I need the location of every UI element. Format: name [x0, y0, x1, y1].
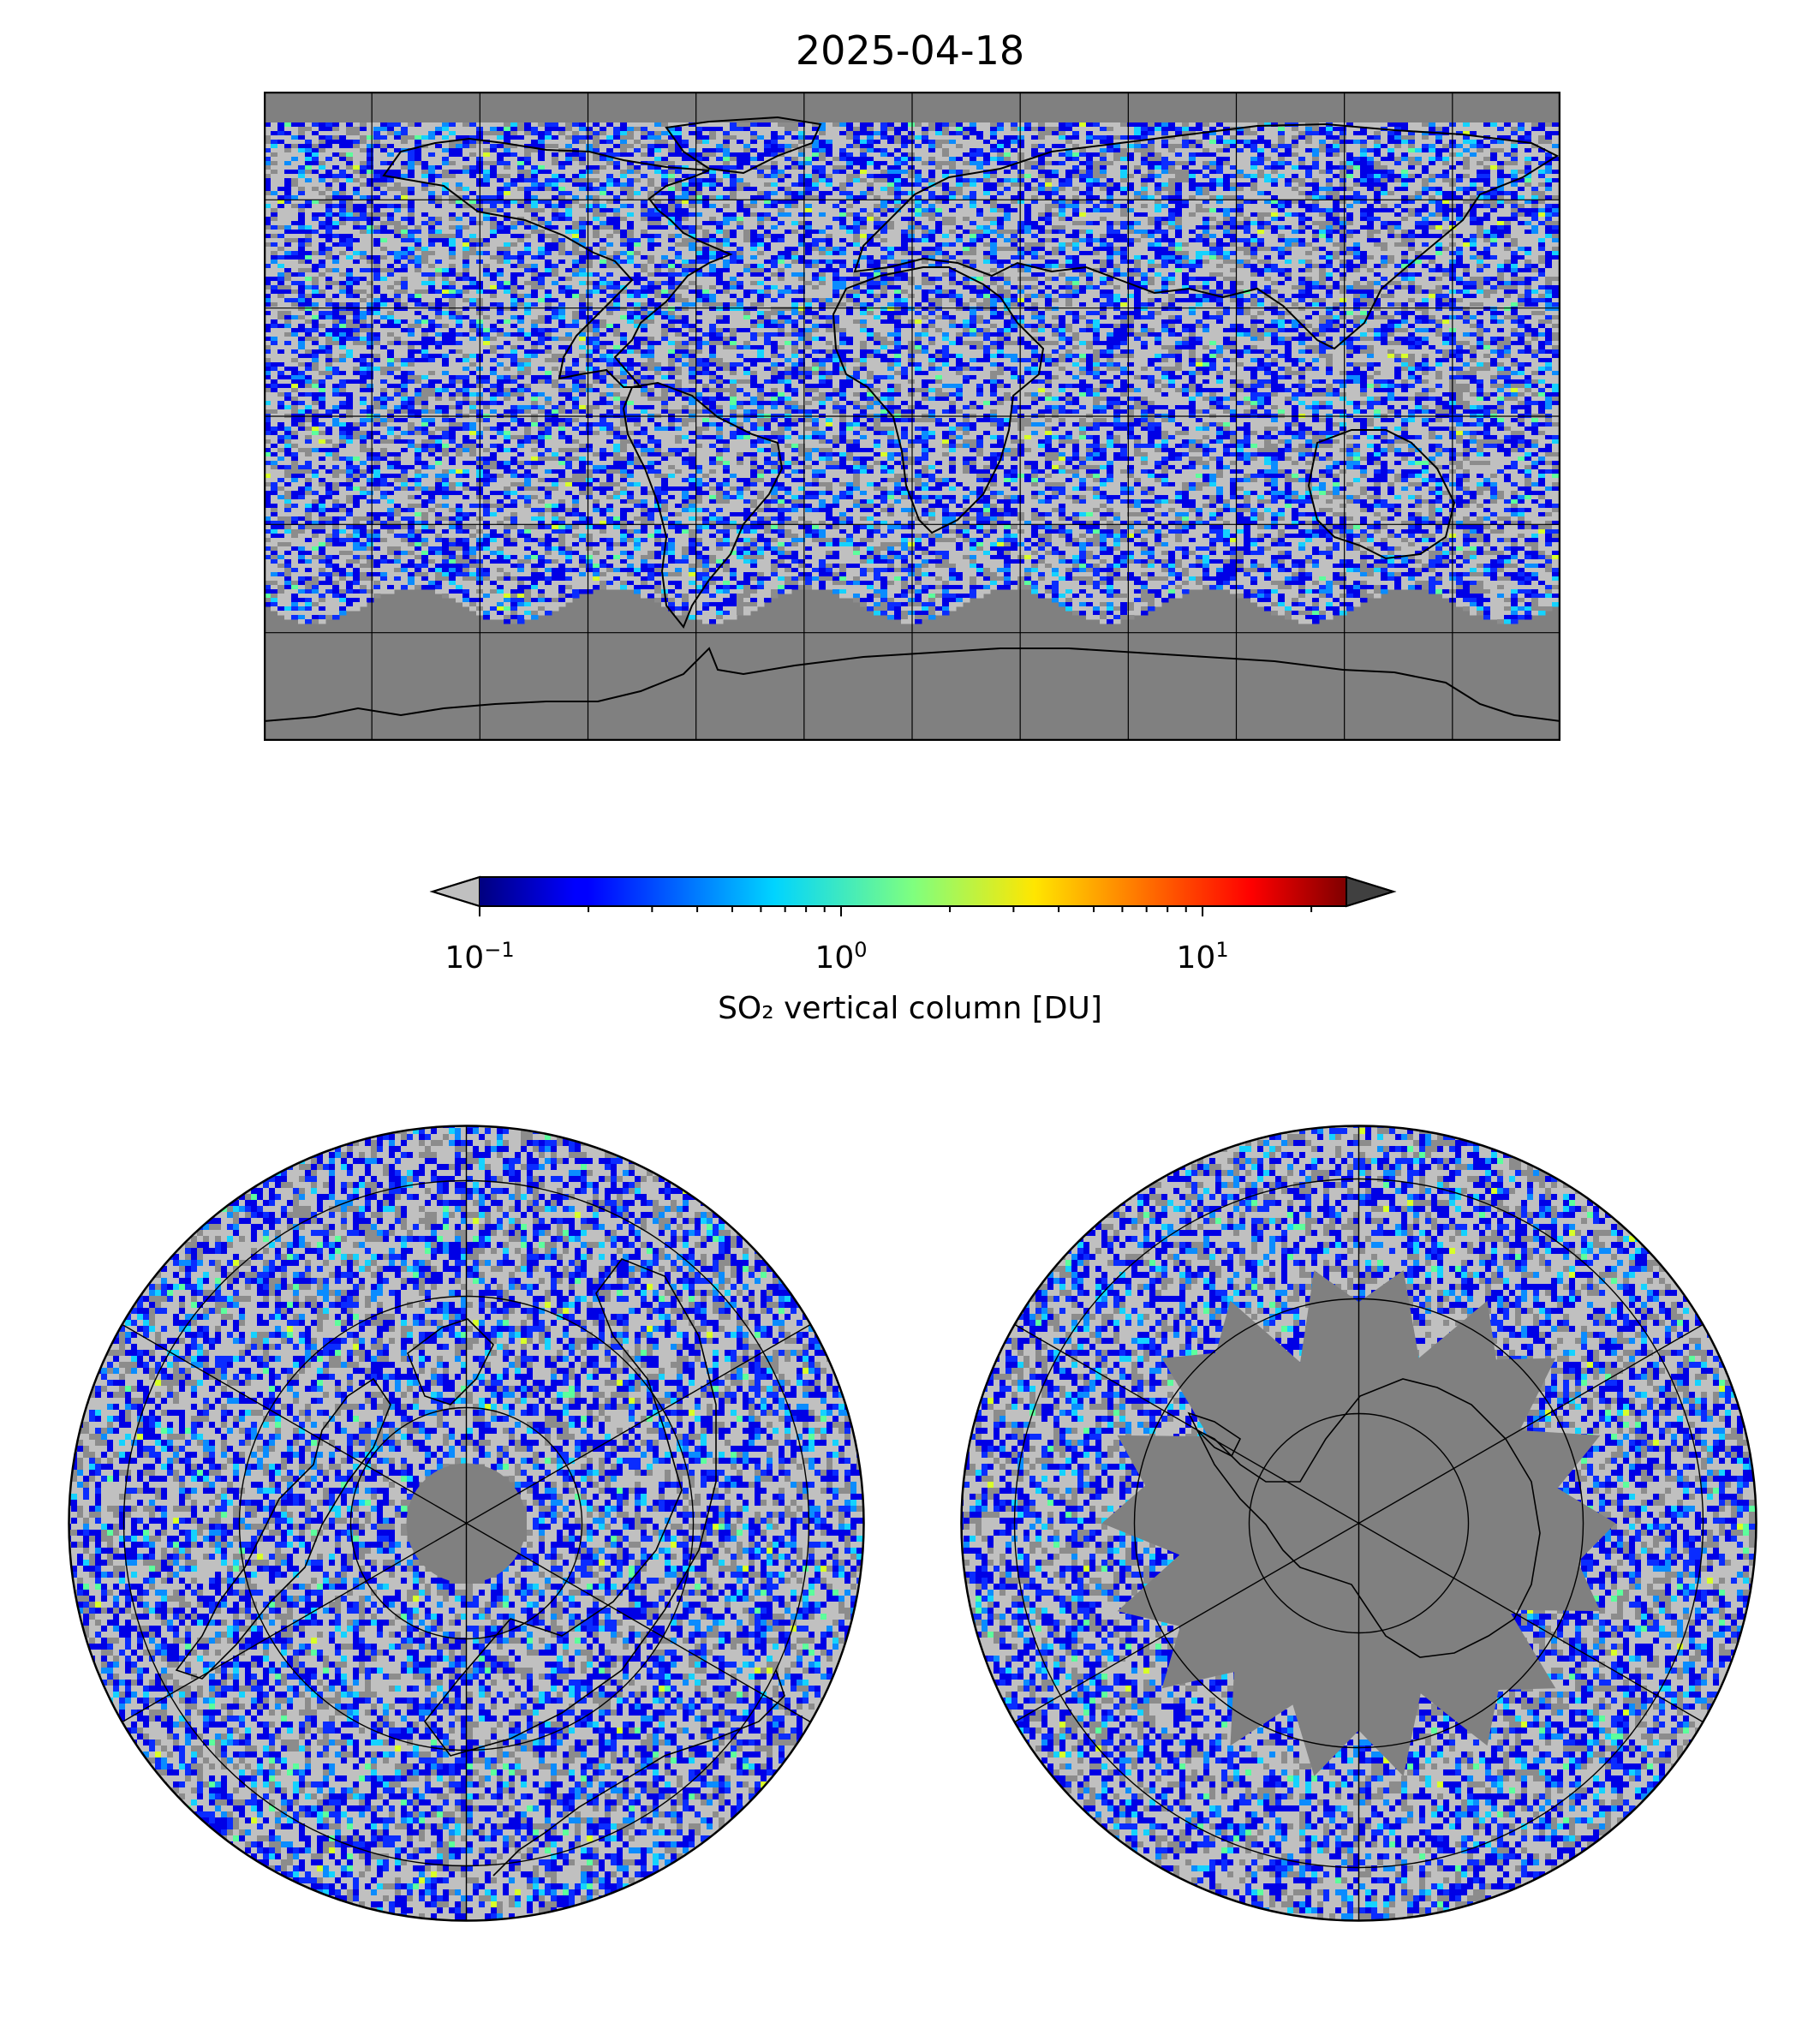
graticule: [264, 92, 1560, 741]
colorbar-tick-label: 10−1: [445, 938, 514, 976]
coast-australia: [1307, 429, 1456, 560]
north-coast-eurasia: [423, 1258, 717, 1757]
colorbar: [428, 865, 1405, 1036]
north-coast-greenland: [407, 1318, 494, 1405]
north-frame: [68, 1125, 865, 1922]
coast-africa: [832, 266, 1045, 534]
coast-antarctica: [264, 647, 1560, 722]
colorbar-over-extension: [1346, 875, 1397, 908]
colorbar-outline: [429, 876, 1397, 907]
north-coastlines: [175, 1258, 785, 1877]
colorbar-label: SO₂ vertical column [DU]: [0, 991, 1820, 1026]
figure-title: 2025-04-18: [0, 27, 1820, 74]
north-coast-america: [175, 1377, 391, 1680]
colorbar-svg: [429, 875, 1397, 916]
colorbar-gradient: [480, 877, 1346, 906]
north-meridian: [122, 1323, 811, 1723]
north-so2-pixels: [69, 1125, 863, 1920]
colorbar-under-extension: [429, 875, 480, 908]
coast-north-america: [382, 137, 733, 388]
colorbar-tick-label: 101: [1177, 938, 1229, 976]
global-map-svg: [264, 92, 1560, 741]
colorbar-tick-label: 100: [815, 938, 867, 976]
south-graticule: [1013, 1125, 1704, 1921]
north-polar-svg: [68, 1125, 865, 1922]
coast-south-america: [622, 381, 784, 629]
north-graticule: [122, 1125, 811, 1921]
global-map: [264, 92, 1560, 741]
coastlines: [264, 116, 1560, 722]
colorbar-ticks: [479, 906, 1313, 916]
coast-europe-asia: [853, 122, 1560, 350]
south-frame: [960, 1125, 1757, 1922]
south-polar-map: [958, 1122, 1760, 1925]
north-coast-alaska: [492, 1669, 785, 1877]
map-frame: [264, 92, 1560, 741]
north-polar-map: [65, 1122, 868, 1925]
south-polar-svg: [960, 1125, 1757, 1922]
south-meridian: [1014, 1323, 1704, 1723]
